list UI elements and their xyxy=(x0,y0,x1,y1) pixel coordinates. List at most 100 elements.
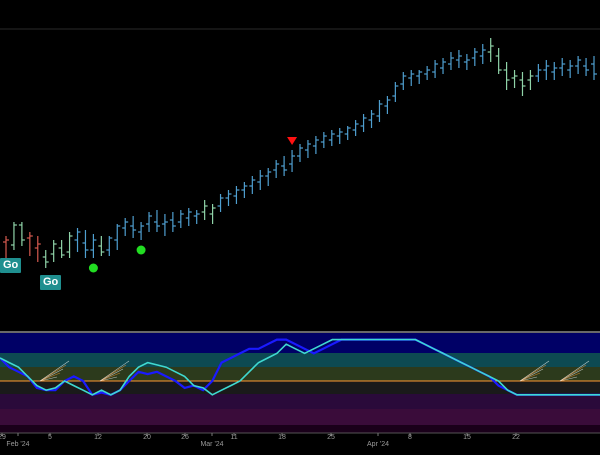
osc-band-1 xyxy=(0,353,600,367)
price-bar xyxy=(352,120,359,136)
osc-fan-3 xyxy=(519,360,550,382)
go-badge-1: Go xyxy=(0,258,22,273)
osc-band-5 xyxy=(0,409,600,425)
fan-line xyxy=(39,372,61,382)
price-bar xyxy=(161,214,168,236)
price-bar xyxy=(487,38,494,62)
price-bar xyxy=(201,200,208,220)
price-bar xyxy=(82,230,89,258)
price-bar xyxy=(424,66,431,80)
price-bar xyxy=(320,132,327,148)
price-bar xyxy=(58,240,65,258)
fan-line xyxy=(39,368,64,382)
osc-band-2 xyxy=(0,367,600,381)
price-bar xyxy=(169,212,176,232)
price-bar xyxy=(98,236,105,256)
price-bar xyxy=(66,232,73,258)
fan-line xyxy=(39,360,70,382)
osc-line-cyan xyxy=(0,338,600,396)
price-bar xyxy=(519,72,526,96)
osc-fan-4 xyxy=(559,360,590,382)
price-bar xyxy=(114,224,121,250)
price-bar xyxy=(535,64,542,82)
x-tick-label: 11 xyxy=(230,434,237,441)
price-bar xyxy=(42,250,49,268)
price-bar xyxy=(10,222,17,250)
price-bars xyxy=(3,38,597,268)
price-bar xyxy=(130,216,137,238)
osc-band-0 xyxy=(0,333,600,353)
price-bar xyxy=(376,100,383,122)
price-bar xyxy=(447,52,454,70)
x-tick-label: 29 xyxy=(0,434,6,441)
price-bar xyxy=(193,210,200,224)
price-bar xyxy=(328,130,335,146)
signal-dot xyxy=(88,263,98,273)
price-bar xyxy=(122,218,129,236)
x-tick-label: 26 xyxy=(181,434,189,441)
price-bar xyxy=(575,56,582,74)
price-bar xyxy=(543,60,550,80)
x-tick-label: 25 xyxy=(327,434,335,441)
x-tick-label: 5 xyxy=(48,434,52,441)
price-bar xyxy=(138,222,145,240)
price-bar xyxy=(265,168,272,186)
fan-line xyxy=(559,376,578,382)
fan-line xyxy=(559,368,584,382)
x-tick-label: Mar '24 xyxy=(200,441,223,448)
price-bar xyxy=(74,228,81,252)
price-bar xyxy=(344,126,351,140)
x-tick-label: 8 xyxy=(408,434,412,441)
price-bar xyxy=(408,70,415,86)
price-bar xyxy=(146,212,153,232)
price-bar xyxy=(90,234,97,258)
price-bar xyxy=(440,58,447,74)
price-bar xyxy=(257,170,264,190)
price-bar xyxy=(527,70,534,90)
price-bar xyxy=(281,156,288,176)
x-tick-label: Feb '24 xyxy=(6,441,29,448)
osc-fan-1 xyxy=(39,360,70,382)
x-tick-label: 22 xyxy=(512,434,520,441)
price-bar xyxy=(511,70,518,88)
price-bar xyxy=(249,176,256,194)
price-bar xyxy=(18,222,25,246)
fan-line xyxy=(559,372,581,382)
price-bar xyxy=(225,190,232,206)
price-bar xyxy=(153,210,160,232)
price-bar xyxy=(312,136,319,154)
price-bar xyxy=(368,110,375,128)
x-tick-label: 20 xyxy=(143,434,151,441)
go-badge-2: Go xyxy=(40,275,62,290)
osc-band-6 xyxy=(0,425,600,433)
price-bar xyxy=(463,54,470,70)
price-bar xyxy=(289,150,296,172)
price-bar xyxy=(416,70,423,84)
price-bar xyxy=(400,72,407,90)
osc-band-4 xyxy=(0,394,600,409)
oscillator-lines xyxy=(0,338,600,397)
fan-line xyxy=(519,372,541,382)
price-bar xyxy=(503,62,510,90)
price-bar xyxy=(185,208,192,226)
price-bar xyxy=(392,82,399,102)
price-bar xyxy=(495,48,502,74)
price-bar xyxy=(384,96,391,114)
fan-line xyxy=(559,360,590,382)
osc-line-blue xyxy=(0,338,600,397)
fan-line xyxy=(99,372,121,382)
fan-line xyxy=(39,376,58,382)
price-bar xyxy=(336,128,343,144)
x-tick-label: Apr '24 xyxy=(367,441,389,448)
fan-line xyxy=(99,368,124,382)
price-bar xyxy=(583,58,590,76)
price-bar xyxy=(273,160,280,178)
osc-fan-2 xyxy=(99,360,130,382)
price-bar xyxy=(304,140,311,158)
price-bar xyxy=(233,186,240,204)
x-tick-label: 18 xyxy=(278,434,286,441)
price-bar xyxy=(241,182,248,198)
